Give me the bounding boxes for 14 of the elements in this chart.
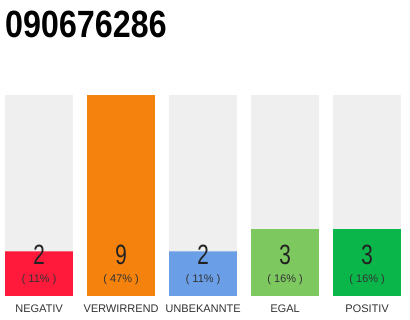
- annotation: ( 16% ): [267, 273, 303, 285]
- x-tick-label: VERWIRREND: [84, 303, 159, 315]
- x-tick-label: EGAL: [270, 303, 300, 315]
- annotation: ( 47% ): [103, 273, 139, 285]
- data-label: 3: [361, 240, 373, 271]
- chart-title: 090676286: [5, 4, 167, 46]
- x-tick-label: UNBEKANNTE: [165, 303, 241, 315]
- x-tick-label: POSITIV: [345, 303, 390, 315]
- x-tick-label: NEGATIV: [15, 303, 64, 315]
- annotation: ( 11% ): [186, 273, 220, 285]
- annotation: ( 16% ): [349, 273, 385, 285]
- annotation: ( 11% ): [22, 273, 56, 285]
- data-label: 3: [279, 240, 291, 271]
- data-label: 9: [115, 240, 127, 271]
